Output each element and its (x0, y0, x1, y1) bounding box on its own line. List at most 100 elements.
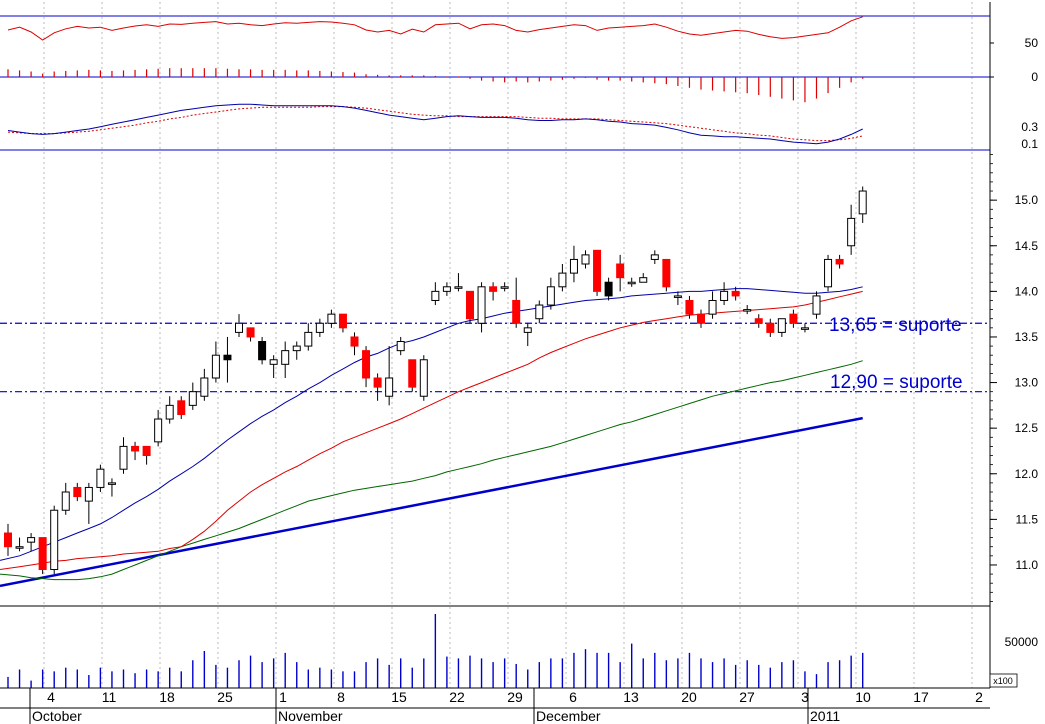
candle-body (627, 281, 636, 285)
candle (697, 309, 705, 328)
candle-body (442, 286, 451, 292)
candle (858, 186, 867, 223)
candle (142, 445, 151, 465)
moving-average-mid (0, 290, 863, 570)
candle (50, 505, 59, 575)
candle (165, 396, 174, 424)
candle-body (142, 445, 151, 457)
candle (362, 346, 371, 388)
price-tick-label: 12.5 (1015, 421, 1039, 435)
candle-body (84, 486, 93, 502)
y-axis-tick-labels: 50 0 0.3 0.1 11.0 11.5 12.0 12.5 13.0 13.5 14.0 14.… (989, 36, 1039, 688)
candle (61, 482, 70, 515)
candle (581, 250, 590, 269)
candle-body (639, 277, 648, 283)
candle-body (235, 322, 243, 333)
candle (685, 295, 694, 319)
month-label: October (32, 708, 82, 724)
candle-body (154, 418, 163, 443)
candle (535, 300, 544, 324)
price-tick-label: 15.0 (1015, 193, 1039, 207)
candle-body (4, 532, 12, 548)
day-tick-label: 17 (913, 689, 929, 705)
candle (304, 323, 313, 351)
candle-body (824, 258, 833, 288)
month-label: 2011 (810, 708, 840, 724)
candle-body (15, 546, 24, 549)
candle (616, 254, 625, 292)
candle (119, 437, 128, 474)
day-tick-label: 13 (623, 689, 639, 705)
candle-body (731, 290, 740, 297)
candle (800, 323, 809, 333)
candle-body (350, 336, 359, 347)
macd-tick-label: 0.1 (1021, 137, 1038, 151)
price-panel (0, 186, 990, 588)
candle (338, 313, 347, 333)
candle (546, 277, 555, 310)
day-tick-label: 27 (739, 689, 755, 705)
day-tick-label: 6 (569, 689, 577, 705)
candle (269, 355, 278, 378)
candle (431, 282, 440, 306)
candle (281, 341, 290, 378)
candle (650, 250, 659, 264)
macd-line (7, 103, 863, 145)
candle-body (673, 295, 682, 298)
day-tick-label: 11 (102, 689, 117, 705)
candle-body (754, 318, 763, 324)
candle (673, 291, 682, 306)
month-label: November (278, 708, 343, 724)
candle-body (697, 313, 705, 324)
volume-panel (7, 614, 864, 688)
candle (604, 277, 613, 301)
candle (454, 273, 463, 292)
panel-borders (0, 2, 991, 689)
volume-unit-box (989, 673, 1018, 688)
candle (223, 336, 232, 383)
candle-body (223, 354, 232, 361)
candle-body (789, 313, 798, 324)
candle-body (281, 350, 290, 365)
candle-body (662, 258, 671, 288)
candle-body (61, 491, 70, 511)
candle (835, 254, 844, 269)
candle (442, 282, 451, 296)
candle-body (720, 290, 729, 301)
price-tick-label: 11.5 (1016, 512, 1039, 526)
day-tick-label: 18 (159, 689, 175, 705)
candle-body (119, 445, 128, 470)
day-tick-label: 3 (801, 689, 809, 705)
candle-body (593, 249, 602, 292)
candle (292, 341, 301, 360)
candle (466, 290, 474, 324)
candle-body (292, 345, 301, 352)
candle-body (385, 377, 394, 397)
candle-body (708, 299, 717, 315)
candle (766, 318, 775, 337)
candle-body (27, 537, 36, 543)
candle (131, 441, 140, 461)
rsi-panel (0, 15, 990, 103)
candle (15, 537, 24, 552)
candle-body (489, 286, 498, 292)
candle-body (131, 445, 140, 452)
moving-average-long (0, 360, 863, 581)
candle-body (107, 482, 116, 485)
candle-body (177, 400, 186, 415)
candle-body (512, 299, 521, 324)
candle-body (269, 359, 278, 365)
candle-body (73, 486, 82, 498)
candle-body (304, 331, 313, 347)
price-tick-label: 13.5 (1015, 330, 1039, 344)
candle (523, 323, 532, 347)
candle (315, 318, 324, 337)
candle-body (408, 359, 417, 388)
day-tick-label: 10 (855, 689, 871, 705)
candle-body (188, 391, 197, 406)
candle-body (362, 350, 371, 379)
rsi-tick-label: 50 (1025, 36, 1039, 50)
candle (731, 286, 740, 301)
candle-body (581, 254, 590, 265)
